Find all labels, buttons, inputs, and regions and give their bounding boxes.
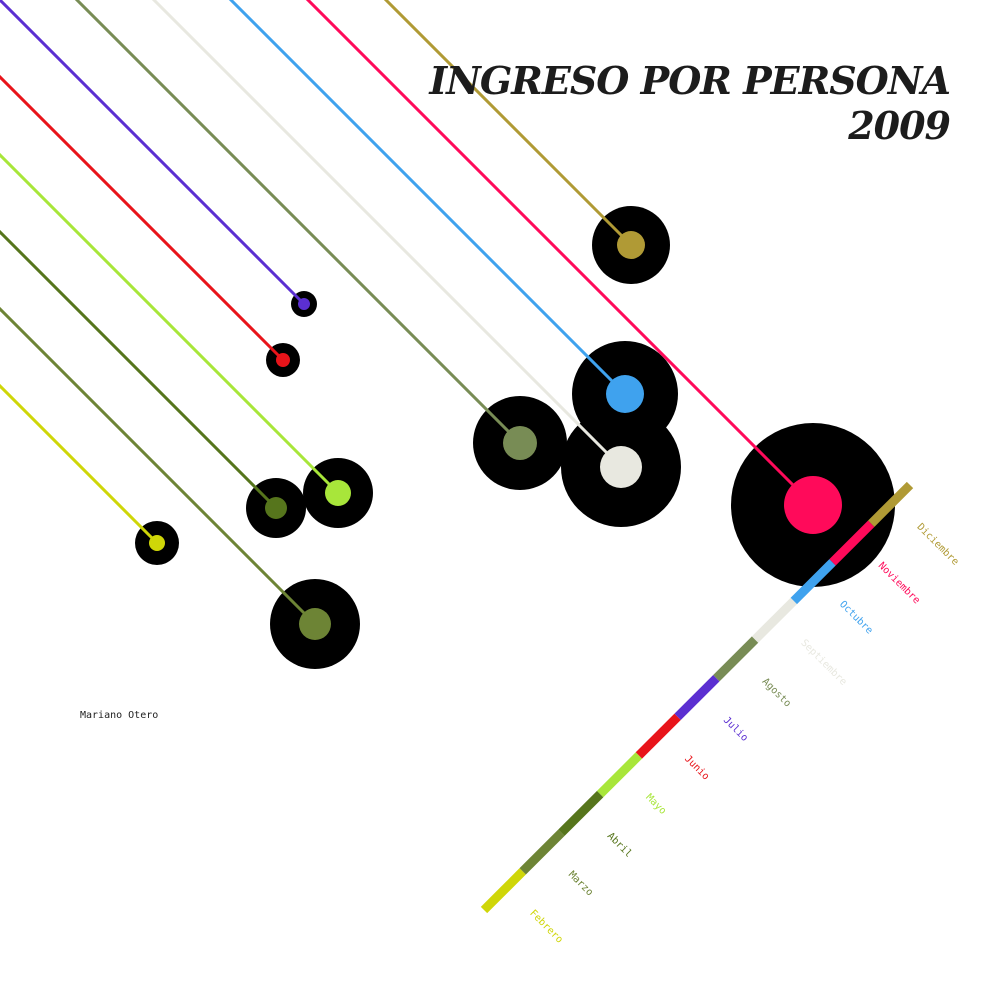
legend-segment-mayo	[597, 752, 643, 798]
month-dot-octubre	[606, 375, 644, 413]
month-dot-marzo	[299, 608, 331, 640]
legend-segment-diciembre	[868, 481, 914, 527]
legend-label-diciembre: Diciembre	[915, 522, 961, 568]
leader-line-marzo	[0, 306, 317, 626]
leader-line-febrero	[0, 383, 159, 545]
legend-label-abril: Abril	[605, 831, 634, 860]
month-dot-diciembre	[617, 231, 645, 259]
month-dot-junio	[276, 353, 290, 367]
legend-label-marzo: Marzo	[566, 869, 595, 898]
legend-label-noviembre: Noviembre	[876, 560, 922, 606]
legend-segment-julio	[674, 674, 720, 721]
author-credit: Mariano Otero	[80, 710, 159, 721]
leader-line-noviembre	[305, 0, 815, 507]
legend-segment-junio	[635, 713, 681, 759]
leader-line-junio	[0, 74, 285, 362]
legend-label-junio: Junio	[682, 753, 711, 782]
legend-segment-agosto	[713, 636, 759, 682]
month-dot-abril	[265, 497, 287, 519]
legend-label-mayo: Mayo	[643, 792, 668, 817]
month-dot-agosto	[503, 426, 537, 460]
legend-label-octubre: Octubre	[837, 599, 875, 637]
legend-label-febrero: Febrero	[527, 908, 565, 946]
month-dot-septiembre	[600, 446, 642, 488]
leader-line-octubre	[228, 0, 627, 396]
leader-line-abril	[0, 229, 278, 510]
legend-segment-marzo	[519, 829, 565, 875]
legend-label-septiembre: Septiembre	[798, 638, 848, 688]
leader-line-diciembre	[383, 0, 633, 247]
legend-label-agosto: Agosto	[760, 676, 793, 709]
legend-segment-noviembre	[829, 520, 875, 566]
month-dot-febrero	[149, 535, 165, 551]
month-dot-mayo	[325, 480, 351, 506]
leader-line-mayo	[0, 152, 340, 495]
legend-segment-octubre	[790, 559, 836, 605]
leader-line-septiembre	[151, 0, 623, 469]
legend-segment-septiembre	[751, 597, 797, 643]
leader-line-julio	[0, 0, 306, 306]
leader-line-agosto	[74, 0, 522, 445]
month-dot-julio	[298, 298, 310, 310]
chart-title: INGRESO POR PERSONA 2009	[429, 58, 951, 148]
month-dot-noviembre	[784, 476, 842, 534]
legend-label-julio: Julio	[721, 715, 750, 744]
legend-segment-febrero	[480, 868, 526, 914]
legend-segment-abril	[558, 790, 604, 836]
